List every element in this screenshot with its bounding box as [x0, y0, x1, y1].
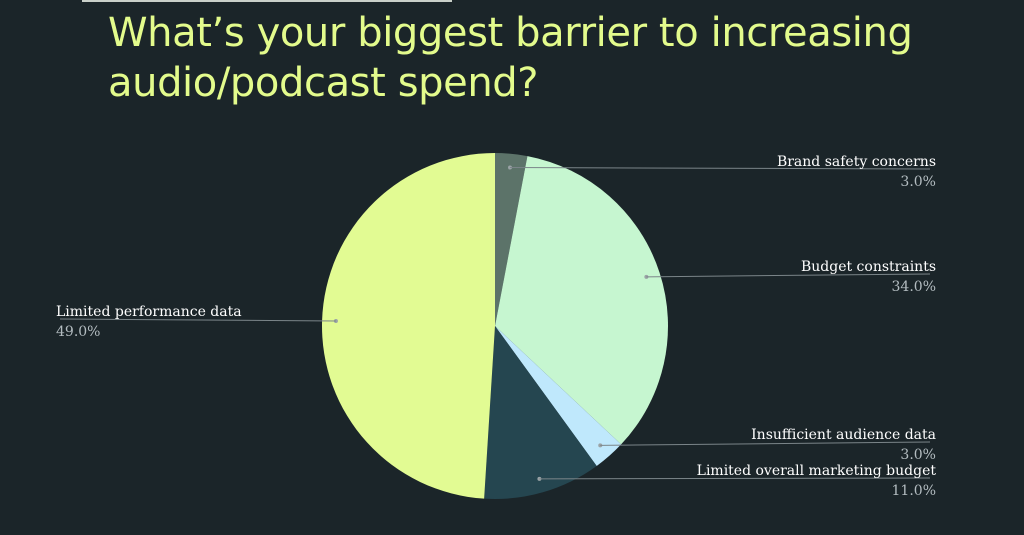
slice-value-limited-performance-data: 49.0% — [56, 324, 100, 340]
leader-line-limited-performance-data — [59, 318, 336, 322]
slice-value-budget-constraints: 34.0% — [892, 279, 936, 295]
top-rule — [82, 0, 452, 2]
slice-label-budget-constraints: Budget constraints — [801, 259, 936, 275]
pie-slice-budget-constraints — [495, 156, 668, 445]
chart-title: What’s your biggest barrier to increasin… — [108, 10, 913, 106]
slice-label-limited-overall-marketing-budget: Limited overall marketing budget — [697, 463, 937, 479]
pie-slice-limited-performance-data — [321, 153, 495, 499]
slice-value-limited-overall-marketing-budget: 11.0% — [892, 483, 936, 499]
leader-line-brand-safety-concerns — [509, 167, 931, 170]
leader-lines — [59, 165, 931, 481]
pie-slice-limited-overall-marketing-budget — [484, 326, 597, 499]
pie-slices — [321, 153, 668, 499]
slice-value-brand-safety-concerns: 3.0% — [900, 174, 936, 190]
pie-slice-insufficient-audience-data — [495, 326, 622, 466]
pie-slice-brand-safety-concerns — [495, 153, 528, 326]
slice-label-limited-performance-data: Limited performance data — [56, 304, 242, 320]
slice-value-insufficient-audience-data: 3.0% — [900, 447, 936, 463]
leader-line-insufficient-audience-data — [600, 441, 931, 446]
slice-labels: Brand safety concerns 3.0% Budget constrai… — [56, 154, 936, 499]
slice-label-brand-safety-concerns: Brand safety concerns — [777, 154, 936, 170]
leader-line-limited-overall-marketing-budget — [539, 477, 931, 480]
leader-line-budget-constraints — [646, 273, 931, 278]
slice-label-insufficient-audience-data: Insufficient audience data — [751, 427, 936, 443]
